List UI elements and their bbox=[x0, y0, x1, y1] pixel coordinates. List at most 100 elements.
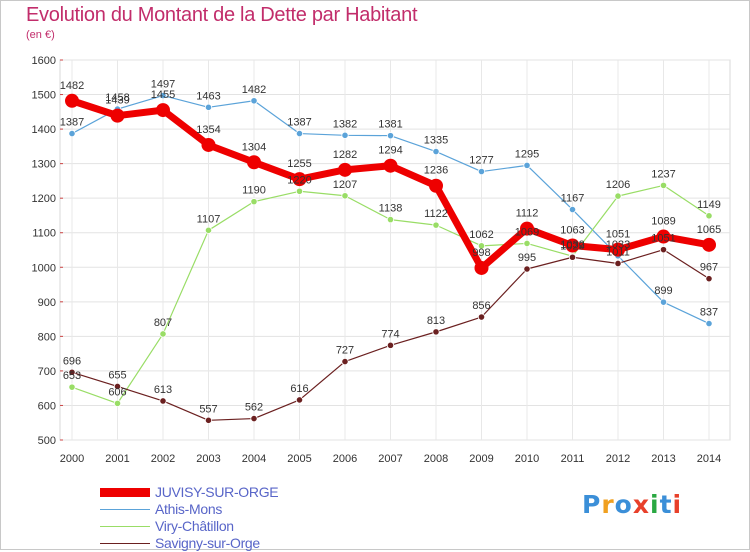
data-point bbox=[113, 382, 122, 391]
data-point bbox=[341, 131, 349, 139]
data-label: 562 bbox=[245, 402, 263, 414]
data-label: 1335 bbox=[424, 135, 448, 147]
data-point bbox=[295, 129, 304, 138]
x-tick-label: 2008 bbox=[424, 453, 448, 465]
data-point bbox=[250, 97, 258, 105]
data-point bbox=[520, 221, 534, 236]
data-point bbox=[204, 416, 213, 424]
data-label: 1295 bbox=[515, 148, 539, 160]
data-label: 967 bbox=[700, 262, 718, 274]
data-label: 1138 bbox=[379, 203, 403, 215]
x-tick-label: 2003 bbox=[196, 453, 220, 465]
data-point bbox=[110, 108, 125, 123]
proxiti-logo: Proxiti bbox=[582, 490, 682, 519]
x-tick-label: 2013 bbox=[651, 453, 675, 465]
data-point bbox=[432, 147, 440, 156]
data-point bbox=[611, 242, 625, 257]
data-point bbox=[204, 103, 213, 111]
data-point bbox=[295, 187, 304, 195]
x-tick-label: 2000 bbox=[60, 453, 84, 465]
data-point bbox=[204, 226, 213, 234]
data-point bbox=[159, 397, 167, 405]
y-tick-label: 500 bbox=[38, 435, 56, 447]
data-label: 1107 bbox=[197, 213, 221, 225]
data-point bbox=[159, 330, 167, 338]
data-label: 653 bbox=[63, 370, 81, 382]
x-tick-label: 2005 bbox=[287, 453, 311, 465]
data-label: 1482 bbox=[242, 84, 266, 96]
data-point bbox=[201, 137, 216, 152]
data-label: 1207 bbox=[333, 179, 357, 191]
data-label: 1167 bbox=[561, 193, 585, 205]
data-label: 998 bbox=[472, 247, 490, 259]
data-label: 1051 bbox=[651, 233, 675, 245]
data-label: 1482 bbox=[60, 80, 84, 92]
data-label: 696 bbox=[63, 355, 81, 367]
data-point bbox=[659, 181, 668, 189]
data-label: 1122 bbox=[424, 208, 448, 220]
data-point bbox=[386, 216, 395, 224]
x-tick-label: 2006 bbox=[333, 453, 357, 465]
y-tick-label: 1000 bbox=[32, 262, 56, 274]
data-label: 1112 bbox=[516, 208, 539, 220]
data-point bbox=[65, 93, 79, 108]
data-label: 1354 bbox=[196, 124, 220, 136]
x-tick-label: 2001 bbox=[105, 453, 129, 465]
data-label: 1463 bbox=[196, 90, 220, 102]
data-label: 1236 bbox=[424, 165, 448, 177]
data-label: 1051 bbox=[606, 229, 630, 241]
data-label: 1381 bbox=[378, 119, 402, 131]
data-label: 1497 bbox=[151, 79, 175, 91]
data-point bbox=[477, 242, 486, 250]
data-point bbox=[341, 192, 349, 200]
data-label: 774 bbox=[381, 328, 399, 340]
data-label: 1032 bbox=[560, 239, 584, 251]
y-tick-label: 1500 bbox=[32, 90, 56, 102]
data-label: 1237 bbox=[651, 168, 675, 180]
legend-label-viry: Viry-Châtillon bbox=[155, 518, 234, 534]
data-point bbox=[156, 103, 170, 118]
y-tick-label: 800 bbox=[38, 331, 56, 343]
data-label: 1149 bbox=[697, 199, 721, 211]
data-label: 1294 bbox=[378, 145, 402, 157]
y-tick-label: 900 bbox=[38, 297, 56, 309]
data-point bbox=[659, 246, 668, 254]
legend-label-savigny: Savigny-sur-Orge bbox=[155, 535, 260, 551]
data-point bbox=[659, 298, 668, 306]
data-point bbox=[386, 132, 395, 140]
data-label: 655 bbox=[108, 369, 126, 381]
data-point bbox=[705, 275, 713, 283]
data-point bbox=[614, 259, 622, 268]
data-label: 1255 bbox=[287, 158, 311, 170]
data-label: 1387 bbox=[287, 117, 311, 129]
data-label: 606 bbox=[108, 386, 126, 398]
data-label: 613 bbox=[154, 384, 172, 396]
data-point bbox=[68, 383, 76, 391]
data-label: 1206 bbox=[606, 179, 630, 191]
legend-swatch-savigny bbox=[100, 543, 150, 544]
legend-swatch-juvisy bbox=[100, 488, 150, 497]
data-point bbox=[68, 129, 76, 138]
data-point bbox=[295, 396, 304, 404]
data-label: 856 bbox=[472, 300, 490, 312]
data-label: 1458 bbox=[105, 92, 129, 104]
data-point bbox=[702, 237, 716, 252]
data-label: 995 bbox=[518, 252, 536, 264]
data-point bbox=[568, 205, 577, 214]
legend-swatch-viry bbox=[100, 526, 150, 527]
y-tick-label: 1300 bbox=[32, 159, 56, 171]
data-label: 557 bbox=[199, 403, 217, 415]
data-label: 1277 bbox=[469, 155, 493, 167]
data-point bbox=[432, 328, 440, 336]
data-label: 1304 bbox=[242, 141, 266, 153]
data-point bbox=[250, 198, 258, 206]
data-point bbox=[292, 172, 307, 187]
data-point bbox=[614, 192, 622, 200]
data-point bbox=[113, 399, 122, 407]
data-point bbox=[474, 260, 489, 275]
logo-letter: i bbox=[672, 490, 683, 519]
line-chart: 500 600 700 800 900 1000 1100 1200 1300 1400 1500 1… bbox=[32, 55, 731, 465]
data-point bbox=[568, 253, 577, 261]
data-label: 1062 bbox=[469, 229, 493, 241]
